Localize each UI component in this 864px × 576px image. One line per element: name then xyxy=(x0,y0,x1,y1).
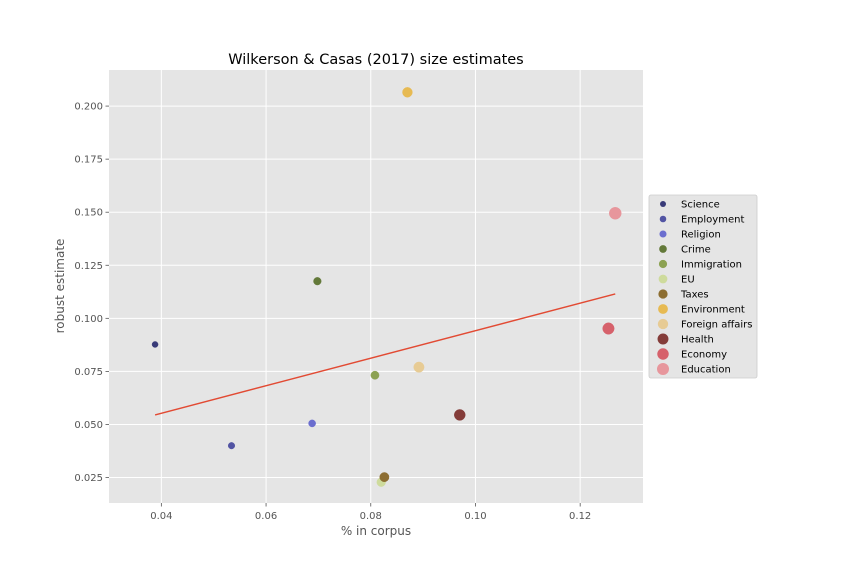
legend-marker xyxy=(657,318,669,330)
point-education xyxy=(609,207,622,220)
y-tick-label: 0.025 xyxy=(74,473,103,484)
legend-marker xyxy=(657,348,669,360)
legend-marker xyxy=(658,304,668,314)
legend-label: Taxes xyxy=(680,290,709,301)
point-taxes xyxy=(379,472,390,482)
point-environment xyxy=(402,87,413,98)
point-immigration xyxy=(370,370,380,380)
legend-marker xyxy=(660,201,666,207)
point-science xyxy=(151,341,159,348)
legend-marker xyxy=(659,245,667,253)
point-health xyxy=(454,409,466,421)
legend-label: Religion xyxy=(681,230,721,241)
plot-area xyxy=(109,70,643,503)
legend-label: Foreign affairs xyxy=(681,320,752,331)
point-crime xyxy=(313,277,322,286)
legend-marker xyxy=(659,230,667,238)
y-axis-label: robust estimate xyxy=(53,239,67,334)
y-tick-label: 0.100 xyxy=(74,314,103,325)
x-tick-label: 0.10 xyxy=(464,511,486,522)
legend-label: EU xyxy=(681,275,695,286)
legend-marker xyxy=(658,259,668,269)
x-tick-label: 0.12 xyxy=(569,511,591,522)
legend-label: Science xyxy=(681,200,720,211)
legend-marker xyxy=(657,333,669,345)
legend-label: Education xyxy=(681,365,731,376)
y-axis-ticks: 0.025 0.050 0.075 0.100 0.125 0.150 0.175 0.200 xyxy=(74,102,109,484)
x-tick-label: 0.06 xyxy=(255,511,277,522)
x-axis-label: % in corpus xyxy=(341,524,411,538)
legend-box xyxy=(648,194,758,379)
point-religion xyxy=(308,419,316,428)
trend-line xyxy=(154,293,616,416)
y-tick-label: 0.150 xyxy=(74,208,103,219)
y-tick-label: 0.200 xyxy=(74,102,103,113)
grid-lines xyxy=(109,70,643,503)
legend-marker xyxy=(658,274,668,284)
x-tick-label: 0.04 xyxy=(150,511,172,522)
legend-label: Environment xyxy=(681,305,745,316)
x-tick-label: 0.08 xyxy=(360,511,382,522)
legend-marker xyxy=(658,289,668,299)
legend-label: Economy xyxy=(681,350,727,361)
y-tick-label: 0.075 xyxy=(74,367,103,378)
trend-line-group xyxy=(154,293,616,416)
chart-title: Wilkerson & Casas (2017) size estimates xyxy=(228,52,524,68)
data-points xyxy=(151,87,622,487)
point-foreign-affairs xyxy=(413,361,425,373)
x-axis-ticks: 0.04 0.06 0.08 0.10 0.12 xyxy=(150,503,591,522)
legend: Science Employment Religion Crime Immigratio… xyxy=(648,194,758,379)
legend-marker xyxy=(657,363,669,375)
y-tick-label: 0.125 xyxy=(74,261,103,272)
legend-label: Immigration xyxy=(681,260,742,271)
y-tick-label: 0.175 xyxy=(74,155,103,166)
point-employment xyxy=(227,442,236,450)
legend-label: Health xyxy=(681,335,714,346)
legend-marker xyxy=(659,215,667,223)
y-tick-label: 0.050 xyxy=(74,420,103,431)
legend-label: Crime xyxy=(681,245,711,256)
legend-label: Employment xyxy=(681,215,744,226)
point-economy xyxy=(602,322,615,335)
